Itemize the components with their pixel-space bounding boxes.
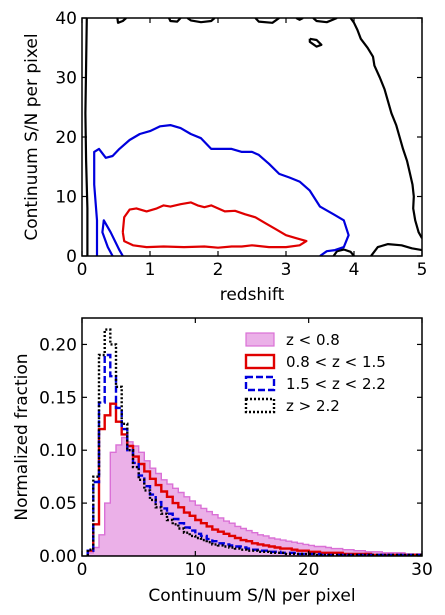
legend-label: z > 2.2 — [286, 397, 340, 415]
contour-line — [308, 37, 323, 48]
legend-handle — [244, 397, 276, 414]
y-tick-label: 0.05 — [39, 494, 77, 514]
y-tick-label: 0.10 — [39, 441, 77, 461]
x-tick-label: 10 — [185, 560, 207, 580]
legend-handle — [244, 353, 276, 370]
x-tick-label: 30 — [411, 560, 433, 580]
y-tick-label: 0.00 — [39, 547, 77, 567]
legend-handle — [245, 332, 275, 347]
contour-line — [254, 18, 280, 24]
histogram-ticks: 0 10 20 30 0.00 0.05 0.10 0.15 0.20 — [39, 318, 433, 580]
histogram-series-z-lt-0.8 — [87, 436, 422, 556]
contour-panel: 0 1 2 3 4 5 0 10 20 30 40 redshift Continuum S/N p… — [22, 9, 427, 305]
contour-line — [370, 243, 422, 256]
legend-handle — [244, 375, 276, 392]
y-tick-label: 10 — [55, 188, 77, 208]
x-tick-label: 0 — [77, 260, 88, 280]
contour-line — [93, 124, 350, 256]
x-tick-label: 0 — [77, 560, 88, 580]
histogram-panel: 0 10 20 30 0.00 0.05 0.10 0.15 0.20 Continuum S/… — [12, 317, 433, 606]
legend: z < 0.8 0.8 < z < 1.5 1.5 < z < 2.2 z > 2.2 — [244, 331, 386, 415]
contour-line — [168, 18, 182, 23]
legend-label: 1.5 < z < 2.2 — [286, 375, 386, 393]
contour-line — [101, 219, 124, 256]
y-tick-label: 0.15 — [39, 388, 77, 408]
x-tick-label: 4 — [349, 260, 360, 280]
x-tick-label: 5 — [417, 260, 428, 280]
y-tick-label: 40 — [55, 9, 77, 29]
y-tick-label: 20 — [55, 128, 77, 148]
legend-label: 0.8 < z < 1.5 — [286, 353, 386, 371]
x-tick-label: 3 — [281, 260, 292, 280]
legend-label: z < 0.8 — [286, 331, 340, 349]
x-tick-label: 2 — [213, 260, 224, 280]
y-tick-label: 30 — [55, 69, 77, 89]
histogram-series — [86, 328, 422, 556]
contour-y-axis-label: Continuum S/N per pixel — [22, 33, 42, 240]
histogram-plot-frame — [81, 317, 423, 557]
contour-line — [332, 248, 355, 256]
x-tick-label: 20 — [298, 560, 320, 580]
contour-line — [186, 18, 216, 24]
x-tick-label: 1 — [145, 260, 156, 280]
histogram-series-3 — [86, 328, 422, 556]
contour-ticks: 0 1 2 3 4 5 0 10 20 30 40 — [55, 9, 427, 280]
histogram-y-axis-label: Normalized fraction — [12, 353, 32, 520]
contour-line — [116, 18, 127, 24]
y-tick-label: 0 — [66, 247, 77, 267]
contour-line — [349, 18, 422, 239]
y-tick-label: 0.20 — [39, 335, 77, 355]
histogram-x-axis-label: Continuum S/N per pixel — [148, 586, 355, 606]
contour-line — [312, 18, 338, 24]
contour-x-axis-label: redshift — [220, 285, 285, 305]
contour-lines — [84, 18, 422, 256]
contour-line — [121, 201, 308, 249]
